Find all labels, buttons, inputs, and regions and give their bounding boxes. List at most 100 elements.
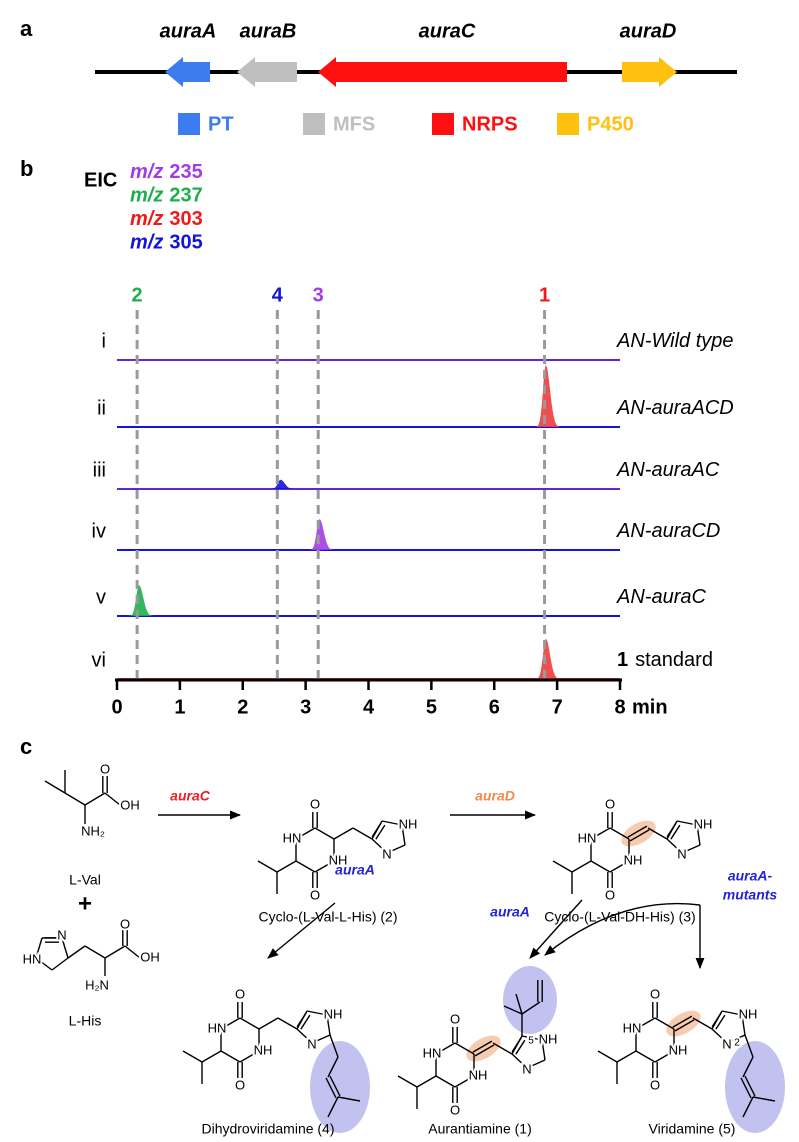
- legend-value: 235: [169, 161, 202, 183]
- bond: [375, 824, 386, 840]
- bond: [597, 1050, 618, 1063]
- legend-prefix: m/z: [130, 161, 163, 183]
- bond: [715, 1014, 726, 1030]
- compound-name: L-His: [69, 1013, 102, 1029]
- legend-entry: m/z 235: [130, 161, 203, 183]
- bond: [239, 1050, 260, 1063]
- bond: [454, 1075, 475, 1088]
- bond: [721, 1010, 743, 1016]
- trace-number: ii: [97, 397, 106, 419]
- bond: [329, 1075, 341, 1097]
- bond: [239, 1017, 260, 1030]
- bond: [696, 824, 701, 846]
- legend-swatch: [432, 113, 454, 135]
- x-tick-label: 4: [363, 696, 375, 718]
- bond: [124, 945, 141, 959]
- x-tick-label: 1: [174, 696, 185, 718]
- legend-swatch: [557, 113, 579, 135]
- bond: [314, 860, 335, 873]
- bond: [692, 1017, 713, 1030]
- atom-label: HN: [283, 830, 302, 845]
- bond: [220, 1017, 241, 1030]
- legend-label: P450: [587, 113, 634, 135]
- compound-name: Aurantiamine (1): [428, 1121, 532, 1137]
- compound-name: Cyclo-(L-Val-L-His) (2): [259, 909, 398, 925]
- trace-label: 1 standard: [617, 649, 713, 671]
- atom-label: NH: [669, 1042, 688, 1057]
- trace-label: AN-auraACD: [616, 397, 734, 419]
- trace-number: iv: [92, 520, 106, 542]
- bond: [435, 1075, 456, 1088]
- bond: [609, 860, 630, 873]
- bond: [666, 838, 683, 854]
- legend-swatch: [303, 113, 325, 135]
- peak: [127, 585, 155, 616]
- gene-arrow: [237, 57, 297, 87]
- atom-label: O: [120, 916, 130, 931]
- bond: [44, 780, 66, 794]
- bond: [64, 792, 86, 806]
- atom-label: O: [100, 761, 110, 776]
- enzyme-label: auraA: [335, 862, 375, 878]
- bond: [51, 957, 69, 971]
- legend-value: 237: [169, 185, 202, 207]
- atom-label: 5: [528, 1036, 534, 1047]
- trace-label: AN-auraCD: [616, 520, 720, 542]
- bond: [571, 860, 592, 873]
- bond: [515, 1039, 526, 1055]
- bond: [590, 827, 611, 840]
- bond: [337, 1096, 361, 1102]
- legend-entry: m/z 237: [130, 185, 203, 207]
- bond: [296, 1028, 313, 1044]
- bond: [371, 822, 382, 838]
- bond: [521, 1001, 541, 1015]
- marker-label: 2: [132, 284, 143, 306]
- bond: [327, 1096, 339, 1118]
- x-tick-label: 5: [426, 696, 437, 718]
- legend-label: PT: [208, 113, 234, 135]
- bond: [220, 1050, 241, 1063]
- bond: [609, 827, 630, 840]
- bond: [744, 1075, 756, 1097]
- bond: [397, 1075, 418, 1088]
- bond: [201, 1050, 222, 1063]
- bond: [635, 1017, 656, 1030]
- bond: [257, 860, 278, 873]
- atom-label: O: [235, 986, 245, 1001]
- highlight: [503, 966, 557, 1034]
- compound-name: Dihydroviridamine (4): [201, 1121, 334, 1137]
- bond: [296, 1012, 307, 1028]
- compound-name: Viridamine (5): [649, 1121, 736, 1137]
- trace-text: AN-auraACD: [616, 397, 734, 419]
- legend-value: 305: [169, 232, 202, 254]
- bond: [295, 827, 316, 840]
- bond: [711, 1028, 728, 1044]
- enzyme-label: auraC: [170, 788, 211, 804]
- legend-value: 303: [169, 208, 202, 230]
- legend-label: MFS: [333, 113, 375, 135]
- x-axis-label: min: [632, 696, 668, 718]
- bond: [435, 1042, 456, 1055]
- atom-label: NH: [694, 816, 713, 831]
- highlight: [725, 1041, 785, 1133]
- x-tick-label: 8: [614, 696, 625, 718]
- bond: [325, 1077, 337, 1099]
- marker-label: 1: [539, 284, 550, 306]
- bond: [616, 1050, 637, 1063]
- trace-label: AN-Wild type: [616, 330, 734, 352]
- trace-number: vi: [92, 649, 106, 671]
- atom-label: HN: [208, 1020, 227, 1035]
- atom-label: NH: [539, 1031, 558, 1046]
- atom-label: NH₂: [81, 823, 105, 838]
- atom-label: O: [450, 1102, 460, 1117]
- bond: [472, 1040, 493, 1053]
- atom-label: O: [235, 1077, 245, 1092]
- x-tick-label: 3: [300, 696, 311, 718]
- trace-number: i: [102, 330, 106, 352]
- trace-text: standard: [635, 649, 713, 671]
- bond: [676, 820, 698, 826]
- bond: [744, 1034, 754, 1058]
- bond: [552, 860, 573, 873]
- bond: [386, 844, 406, 854]
- x-tick-label: 0: [111, 696, 122, 718]
